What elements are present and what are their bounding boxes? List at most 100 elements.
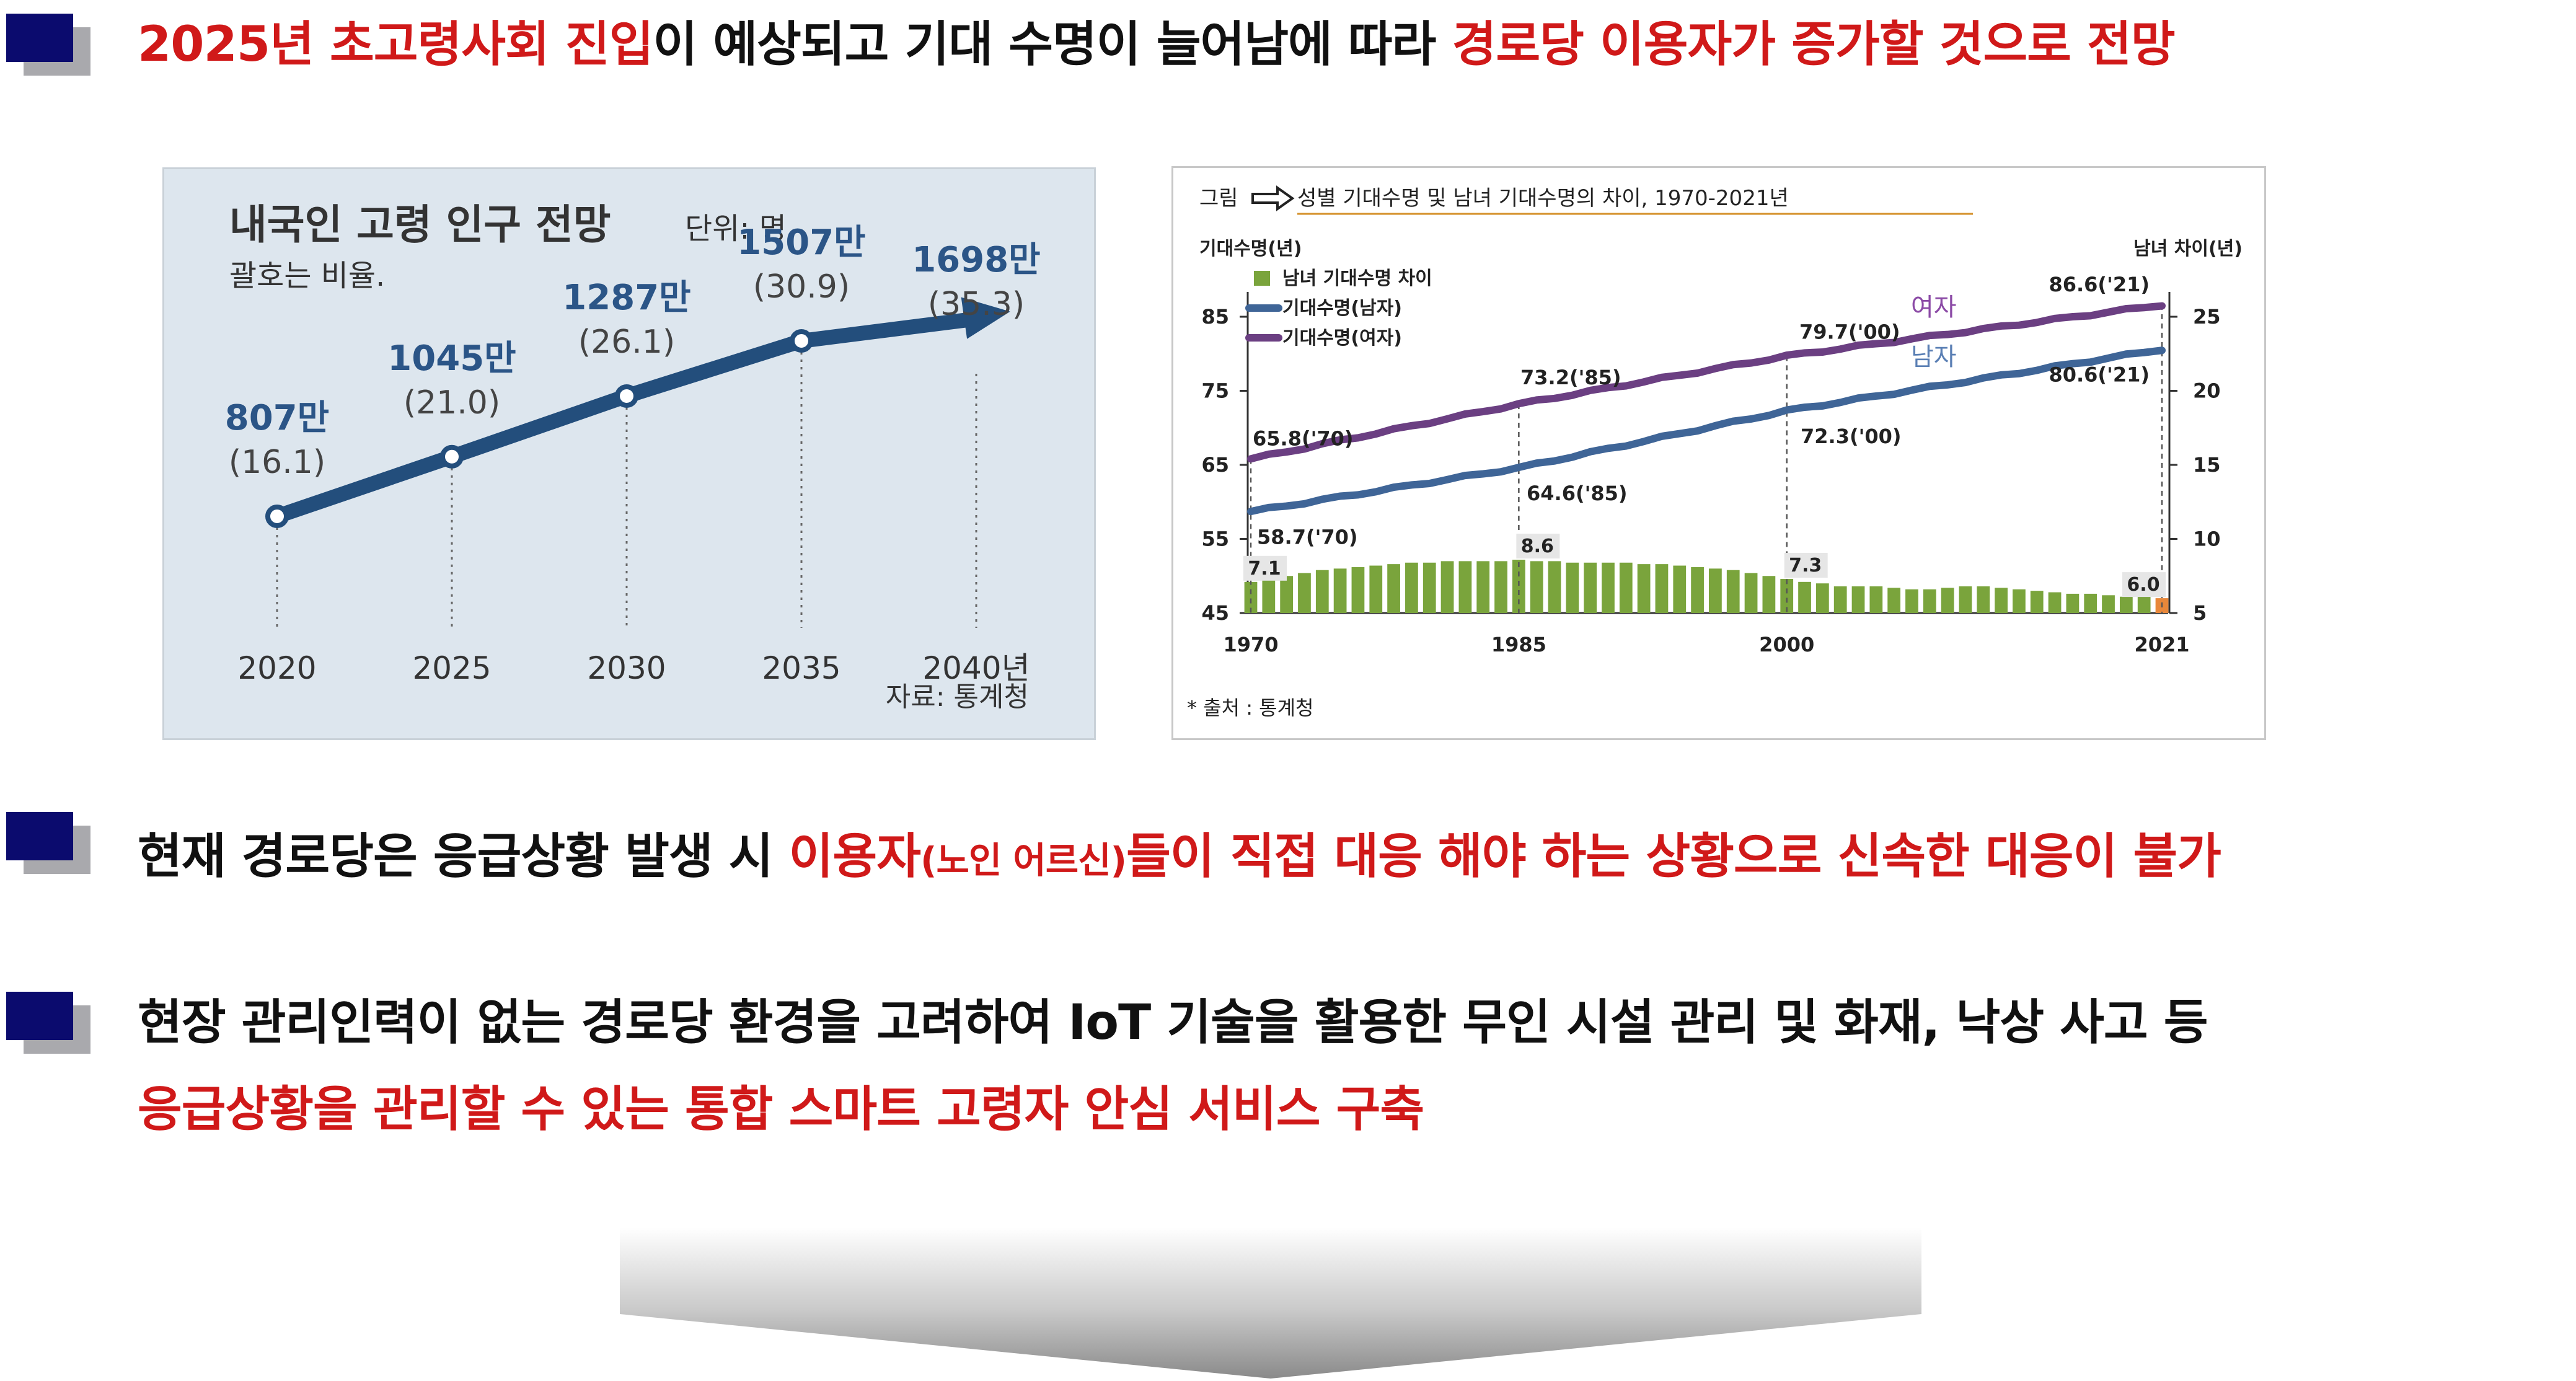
- line-annotation: 73.2('85): [1520, 366, 1621, 389]
- gap-bar: [1584, 562, 1597, 613]
- y-right-tick-label: 15: [2193, 453, 2221, 477]
- x-tick-label: 2040년: [922, 650, 1030, 686]
- chart-left-title: 내국인 고령 인구 전망: [229, 201, 611, 249]
- headline-1-text: 이 예상되고 기대 수명이 늘어남에 따라: [653, 17, 1452, 73]
- gap-bar: [1833, 586, 1847, 613]
- headline-row-1: 2025년 초고령사회 진입이 예상되고 기대 수명이 늘어남에 따라 경로당 …: [0, 14, 2176, 82]
- y-right-tick-label: 20: [2193, 379, 2221, 403]
- legend-label: 기대수명(여자): [1282, 327, 1402, 349]
- y-left-tick-label: 45: [1201, 601, 1229, 625]
- gap-bar: [1691, 567, 1704, 613]
- x-tick-label: 2021: [2134, 633, 2189, 656]
- gap-bar: [1959, 586, 1972, 613]
- gap-bar: [2066, 593, 2080, 613]
- bullet-square-icon: [6, 992, 93, 1060]
- caption-arrow-icon: [1251, 185, 1295, 211]
- line-annotation: 65.8('70): [1253, 426, 1354, 450]
- headline-2-red-a: 이용자: [788, 829, 921, 885]
- gap-bar: [1333, 568, 1347, 613]
- line-annotation: 80.6('21): [2049, 363, 2150, 387]
- gap-bar: [2048, 592, 2062, 613]
- bar-annotation: 8.6: [1521, 536, 1554, 557]
- x-tick-label: 2000: [1759, 633, 1814, 656]
- headline-1-red-b: 경로당 이용자가 증가할 것으로 전망: [1452, 17, 2176, 73]
- headline-row-2: 현재 경로당은 응급상황 발생 시 이용자(노인 어르신)들이 직접 대응 해야…: [0, 812, 2221, 891]
- gap-bar: [1244, 581, 1258, 613]
- x-tick-label: 2030: [587, 650, 666, 686]
- gap-bar: [1744, 573, 1758, 613]
- line-annotation: 64.6('85): [1527, 482, 1628, 505]
- line-annotation: 72.3('00): [1801, 425, 1902, 448]
- chart-left-source: 자료: 통계청: [886, 681, 1029, 713]
- gap-bar: [1977, 586, 1990, 613]
- headline-row-3: 현장 관리인력이 없는 경로당 환경을 고려하여 IoT 기술을 활용한 무인 …: [0, 992, 2208, 1141]
- bar-annotation-box: [1243, 555, 1287, 581]
- elderly-population-chart: 내국인 고령 인구 전망 단위: 명 괄호는 비율. 807만 (16.1) 104…: [162, 167, 1096, 740]
- x-tick-label: 2020: [237, 650, 316, 686]
- ratio-label: (21.0): [404, 384, 500, 421]
- gap-bar: [1530, 561, 1543, 613]
- headline-2-red-small: (노인 어르신): [920, 839, 1127, 881]
- x-tick-label: 1985: [1491, 633, 1546, 656]
- bar-annotation: 7.1: [1248, 558, 1281, 580]
- gap-bar: [1887, 588, 1901, 613]
- gap-bar: [1315, 570, 1329, 613]
- bullet-square-icon: [6, 14, 93, 82]
- headline-2-text: 현재 경로당은 응급상황 발생 시: [138, 829, 789, 885]
- female-label: 여자: [1911, 293, 1957, 322]
- value-label: 1045만: [387, 338, 516, 379]
- gap-bar: [2137, 596, 2151, 613]
- chart-left-subtitle: 괄호는 비율.: [229, 258, 385, 293]
- trend-arrowhead: [961, 297, 1010, 339]
- gap-bar: [1637, 564, 1651, 613]
- gap-bar: [1602, 562, 1615, 613]
- female-life-expectancy-line: [1247, 302, 2166, 463]
- data-point: [615, 384, 638, 408]
- male-label: 남자: [1911, 343, 1957, 371]
- gap-bar: [1440, 561, 1454, 613]
- y-right-tick-label: 25: [2193, 305, 2221, 329]
- chart-left-unit: 단위: 명: [685, 211, 787, 246]
- gap-bar: [1566, 562, 1579, 613]
- gap-bar: [1387, 564, 1400, 613]
- headline-3-line-1: 현장 관리인력이 없는 경로당 환경을 고려하여 IoT 기술을 활용한 무인 …: [138, 995, 2208, 1051]
- gap-bar: [1405, 562, 1418, 613]
- bar-annotation-box: [1516, 533, 1560, 558]
- ratio-label: (30.9): [753, 268, 850, 306]
- life-expectancy-chart: 그림 성별 기대수명 및 남녀 기대수명의 차이, 1970-2021년 기대수…: [1171, 166, 2266, 740]
- headline-3-line-2: 응급상황을 관리할 수 있는 통합 스마트 고령자 안심 서비스 구축: [138, 1082, 1424, 1137]
- headline-1-red-a: 2025년 초고령사회 진입: [138, 17, 653, 73]
- line-annotation: 58.7('70): [1257, 525, 1358, 549]
- line-annotation: 79.7('00): [1799, 320, 1900, 343]
- gap-bar: [2102, 595, 2115, 613]
- line-annotation: 86.6('21): [2049, 273, 2150, 296]
- gap-bar: [1476, 561, 1490, 613]
- ratio-label: (16.1): [229, 444, 325, 481]
- gap-bar: [1709, 568, 1722, 613]
- y-left-tick-label: 85: [1201, 305, 1229, 329]
- caption-title: 성별 기대수명 및 남녀 기대수명의 차이, 1970-2021년: [1297, 186, 1789, 211]
- gap-bar: [2030, 591, 2044, 613]
- down-arrow-icon: [558, 1227, 1983, 1379]
- left-axis-title: 기대수명(년): [1199, 238, 1302, 260]
- legend-swatch-bar: [1254, 271, 1270, 286]
- gap-bar: [1851, 586, 1865, 613]
- gap-bar: [2119, 596, 2133, 613]
- elderly-population-svg: 내국인 고령 인구 전망 단위: 명 괄호는 비율. 807만 (16.1) 104…: [225, 201, 1041, 713]
- x-tick-label: 2035: [762, 650, 840, 686]
- life-expectancy-svg: 그림 성별 기대수명 및 남녀 기대수명의 차이, 1970-2021년 기대수…: [1187, 185, 2243, 720]
- gap-bar: [2013, 589, 2026, 613]
- y-left-tick-label: 65: [1201, 453, 1229, 477]
- gap-bar: [1762, 576, 1776, 613]
- value-label: 807만: [225, 398, 329, 438]
- gap-bar: [1815, 583, 1829, 613]
- y-right-tick-label: 5: [2193, 601, 2207, 625]
- y-left-tick-label: 55: [1201, 527, 1229, 551]
- gap-bar: [1548, 561, 1561, 613]
- gap-bar: [1369, 565, 1383, 613]
- data-point: [440, 444, 464, 469]
- value-label: 1287만: [562, 278, 690, 318]
- ratio-label: (26.1): [578, 324, 675, 361]
- y-right-tick-label: 10: [2193, 527, 2221, 551]
- male-life-expectancy-line: [1247, 346, 2166, 516]
